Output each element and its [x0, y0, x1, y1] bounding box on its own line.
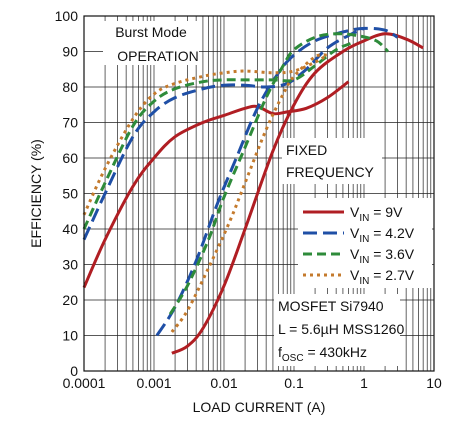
fixed-label: FIXED — [286, 142, 327, 158]
plot-frame — [83, 15, 435, 372]
y-tick-label: 30 — [62, 257, 78, 273]
mosfet-label: MOSFET Si7940 — [278, 298, 384, 314]
y-tick-label: 100 — [55, 8, 79, 24]
y-tick-label: 10 — [62, 328, 78, 344]
y-tick-label: 40 — [62, 221, 78, 237]
inductor-label: L = 5.6µH MSS1260 — [278, 321, 404, 337]
legend-label-2: VIN = 3.6V — [350, 246, 415, 266]
x-tick-label: 0.001 — [136, 375, 171, 391]
y-tick-label: 90 — [62, 44, 78, 60]
fosc-label: fOSC = 430kHz — [278, 344, 367, 364]
x-tick-label: 1 — [360, 375, 368, 391]
fixed-frequency-box — [282, 138, 382, 184]
series-line-burst-2 — [82, 41, 354, 230]
y-tick-label: 20 — [62, 292, 78, 308]
burst-mode-box — [103, 21, 199, 65]
x-tick-label: 10 — [426, 375, 442, 391]
tick-labels: 0 10 20 30 40 50 60 70 80 90 100 0.0001 0.001 0.01 0.1… — [55, 8, 442, 391]
series-line-burst-0 — [82, 80, 350, 289]
y-tick-label: 80 — [62, 79, 78, 95]
operation-label: OPERATION — [117, 48, 198, 64]
series-line-burst-3 — [82, 53, 329, 216]
x-tick-label: 0.0001 — [63, 375, 106, 391]
annotations: Burst Mode OPERATION FIXED FREQUENCY MOSFET … — [103, 21, 404, 366]
x-tick-label: 0.1 — [284, 375, 304, 391]
y-tick-label: 60 — [62, 150, 78, 166]
burst-mode-label: Burst Mode — [115, 24, 187, 40]
legend-label-0: VIN = 9V — [350, 204, 403, 224]
x-axis-title: LOAD CURRENT (A) — [193, 399, 326, 415]
y-axis-title: EFFICIENCY (%) — [28, 139, 44, 248]
series-line-burst-1 — [82, 27, 365, 241]
x-tick-label: 0.01 — [210, 375, 237, 391]
legend-label-3: VIN = 2.7V — [350, 267, 415, 287]
series-line-fixed-2 — [168, 32, 390, 315]
frequency-label: FREQUENCY — [286, 164, 375, 180]
y-tick-label: 70 — [62, 115, 78, 131]
y-tick-label: 50 — [62, 186, 78, 202]
series-line-fixed-0 — [171, 32, 424, 355]
legend-label-1: VIN = 4.2V — [350, 225, 415, 245]
series-lines — [82, 26, 424, 355]
y-tick-label: 0 — [70, 363, 78, 379]
conditions-box — [274, 294, 400, 366]
